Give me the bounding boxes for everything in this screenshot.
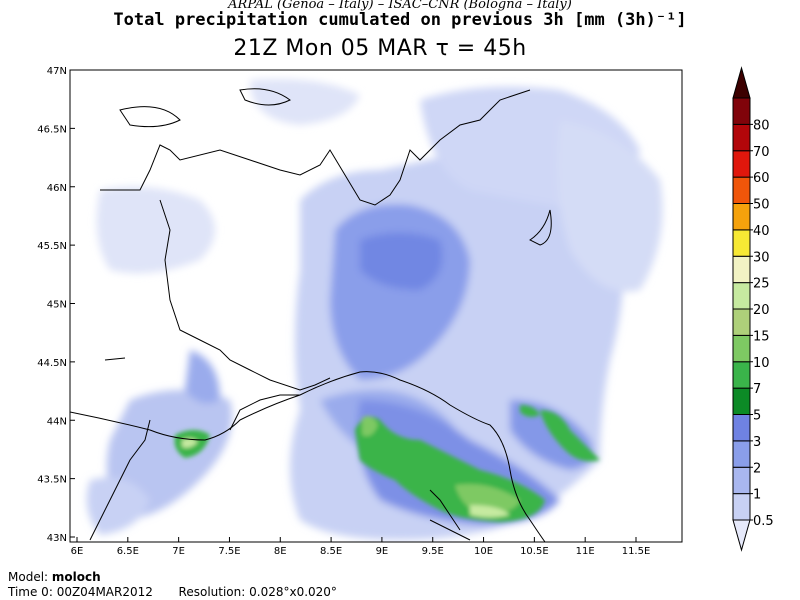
colorbar-level-label: 70 [753,145,770,160]
lat-tick-label: 45N [47,300,67,311]
lon-tick-label: 11.5E [622,546,651,557]
time-label: Time 0: [8,585,53,599]
lon-tick-label: 7.5E [218,546,240,557]
colorbar-swatch [732,493,751,521]
lon-tick-label: 9.5E [422,546,444,557]
valid-time-subtitle: 21Z Mon 05 MAR τ = 45h [233,36,527,61]
colorbar-swatch [732,255,751,284]
lon-tick-label: 6E [71,546,84,557]
map-frame [69,69,683,543]
colorbar-under-triangle [732,519,751,552]
time-resolution-line: Time 0: 00Z04MAR2012 Resolution: 0.028°x… [8,585,337,599]
colorbar-level-label: 15 [753,329,770,344]
lon-tick-label: 10.5E [520,546,549,557]
model-label: Model: [8,570,49,584]
colorbar-level-label: 1 [753,488,761,503]
lat-tick-label: 47N [47,66,67,77]
colorbar-swatch [732,466,751,495]
colorbar-swatch [732,123,751,152]
time-value: 00Z04MAR2012 [56,585,153,599]
lon-tick-label: 10E [474,546,493,557]
colorbar-swatch [732,176,751,204]
colorbar-level-label: 5 [753,409,761,424]
colorbar-level-label: 50 [753,198,770,213]
coastline-and-borders [70,88,552,542]
precipitation-field [86,79,663,540]
lat-tick-label: 46.5N [37,124,67,135]
colorbar-level-label: 0.5 [753,514,774,529]
lat-tick-label: 44N [47,416,67,427]
colorbar-swatch [732,229,751,257]
model-line: Model: moloch [8,570,101,584]
colorbar-level-label: 30 [753,250,770,265]
colorbar-level-label: 20 [753,303,770,318]
colorbar-level-label: 7 [753,382,761,397]
latitude-axis: 47N 46.5N 46N 45.5N 45N 44.5N 44N 43.5N 43N [37,66,75,544]
colorbar: 0.5 1 2 3 5 7 10 15 20 25 30 40 50 60 70 80 [732,66,774,552]
lat-tick-label: 43N [47,533,67,544]
lon-tick-label: 7E [172,546,185,557]
colorbar-over-triangle [732,66,751,99]
colorbar-level-label: 80 [753,118,770,133]
colorbar-swatch [732,203,751,231]
colorbar-swatch [732,414,751,442]
colorbar-swatch [732,97,751,125]
colorbar-level-label: 3 [753,435,761,450]
lon-tick-label: 8.5E [320,546,342,557]
colorbar-swatch [732,150,751,178]
colorbar-swatch [732,282,751,310]
lat-tick-label: 43.5N [37,475,67,486]
chart-title: Total precipitation cumulated on previou… [113,10,687,30]
lon-tick-label: 9E [376,546,389,557]
resolution-label: Resolution: [178,585,246,599]
lon-tick-label: 11E [576,546,595,557]
model-value: moloch [51,570,101,584]
colorbar-swatch [732,440,751,468]
credit-line: ARPAL (Genoa – Italy) – ISAC–CNR (Bologn… [228,0,572,12]
longitude-axis: 6E 6.5E 7E 7.5E 8E 8.5E 9E 9.5E 10E 10.5E 11E 11.5E [71,537,651,557]
lon-tick-label: 8E [274,546,287,557]
colorbar-level-label: 60 [753,171,770,186]
colorbar-swatch [732,361,751,389]
colorbar-level-label: 25 [753,277,770,292]
colorbar-swatch [732,387,751,415]
lon-tick-label: 6.5E [117,546,139,557]
lat-tick-label: 45.5N [37,241,67,252]
colorbar-level-label: 2 [753,461,761,476]
colorbar-level-label: 40 [753,224,770,239]
lat-tick-label: 46N [47,183,67,194]
lat-tick-label: 44.5N [37,358,67,369]
colorbar-level-label: 10 [753,356,770,371]
colorbar-swatch [732,334,751,363]
resolution-value: 0.028°x0.020° [249,585,337,599]
colorbar-swatch [732,308,751,336]
